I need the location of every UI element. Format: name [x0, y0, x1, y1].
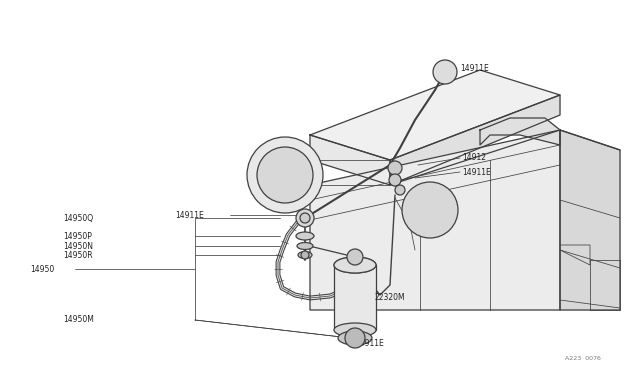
Text: 14950R: 14950R — [63, 250, 93, 260]
Text: 14911E: 14911E — [460, 64, 489, 73]
Circle shape — [345, 328, 365, 348]
Text: 14911E: 14911E — [355, 339, 384, 347]
Circle shape — [257, 147, 313, 203]
Ellipse shape — [334, 257, 376, 273]
Text: 22320M: 22320M — [375, 292, 406, 301]
Circle shape — [247, 137, 323, 213]
Polygon shape — [310, 130, 560, 310]
Polygon shape — [390, 95, 560, 185]
Circle shape — [395, 185, 405, 195]
Ellipse shape — [298, 251, 312, 259]
Text: A223  0076: A223 0076 — [565, 356, 601, 360]
Circle shape — [301, 251, 309, 259]
Polygon shape — [310, 135, 390, 185]
Ellipse shape — [296, 232, 314, 240]
Polygon shape — [480, 118, 560, 145]
Ellipse shape — [334, 323, 376, 337]
Circle shape — [296, 209, 314, 227]
Ellipse shape — [334, 257, 376, 273]
Circle shape — [347, 249, 363, 265]
Circle shape — [433, 60, 457, 84]
Bar — [334, 265, 376, 330]
Text: 14911E: 14911E — [175, 211, 204, 219]
Text: 14950N: 14950N — [63, 241, 93, 250]
Polygon shape — [560, 130, 620, 310]
Text: 14912: 14912 — [462, 153, 486, 161]
Text: 14950Q: 14950Q — [63, 214, 93, 222]
Text: 14950M: 14950M — [63, 315, 94, 324]
Circle shape — [389, 174, 401, 186]
Polygon shape — [310, 70, 560, 160]
Text: 14911E: 14911E — [462, 167, 491, 176]
Text: 14950P: 14950P — [63, 231, 92, 241]
Circle shape — [300, 213, 310, 223]
Ellipse shape — [338, 331, 372, 345]
Ellipse shape — [297, 243, 313, 250]
Text: 14950: 14950 — [30, 264, 54, 273]
Circle shape — [402, 182, 458, 238]
Circle shape — [388, 161, 402, 175]
